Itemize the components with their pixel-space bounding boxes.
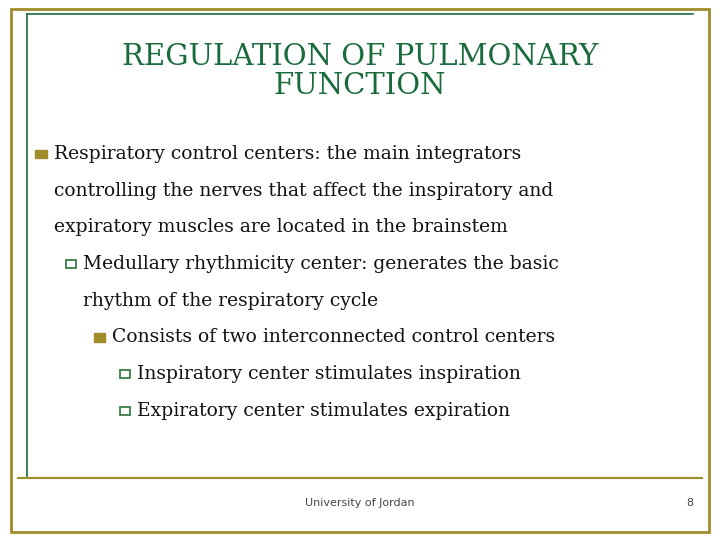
Text: Inspiratory center stimulates inspiration: Inspiratory center stimulates inspiratio… — [137, 365, 521, 383]
Text: Respiratory control centers: the main integrators: Respiratory control centers: the main in… — [54, 145, 521, 163]
Text: University of Jordan: University of Jordan — [305, 498, 415, 508]
Bar — [66, 260, 76, 268]
Text: REGULATION OF PULMONARY: REGULATION OF PULMONARY — [122, 43, 598, 71]
Bar — [120, 370, 130, 378]
Bar — [35, 150, 47, 158]
Text: expiratory muscles are located in the brainstem: expiratory muscles are located in the br… — [54, 218, 508, 237]
Text: FUNCTION: FUNCTION — [274, 72, 446, 100]
Text: Medullary rhythmicity center: generates the basic: Medullary rhythmicity center: generates … — [83, 255, 559, 273]
Text: rhythm of the respiratory cycle: rhythm of the respiratory cycle — [83, 292, 378, 310]
Text: Expiratory center stimulates expiration: Expiratory center stimulates expiration — [137, 402, 510, 420]
Bar — [94, 333, 105, 342]
Text: controlling the nerves that affect the inspiratory and: controlling the nerves that affect the i… — [54, 181, 553, 200]
Bar — [120, 407, 130, 415]
Text: 8: 8 — [686, 498, 693, 508]
Text: Consists of two interconnected control centers: Consists of two interconnected control c… — [112, 328, 554, 347]
